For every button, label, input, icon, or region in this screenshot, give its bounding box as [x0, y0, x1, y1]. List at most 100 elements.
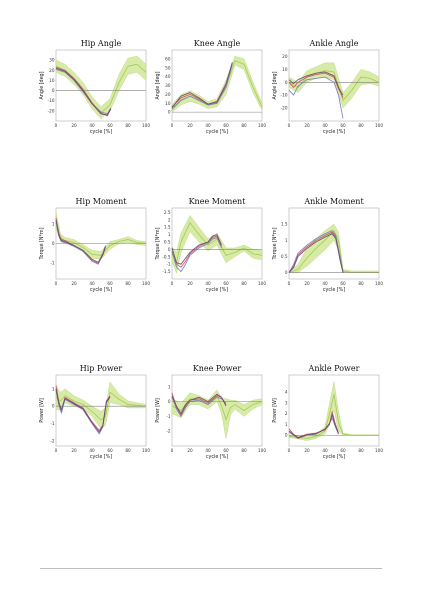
y-tick-label: 0 [285, 433, 288, 438]
x-tick-label: 0 [171, 448, 174, 453]
y-axis-label: Power [W] [155, 398, 161, 423]
y-tick-label: -10 [281, 93, 288, 98]
x-tick-label: 0 [288, 448, 291, 453]
y-tick-label: 0 [285, 80, 288, 85]
subject-series-line [288, 76, 344, 119]
y-tick-label: 2.5 [164, 210, 171, 215]
reference-band [55, 211, 147, 260]
ankle-moment-svg: Ankle Moment 0 20 40 60 80 100 0 0.5 1 1.5 cycle [%… [272, 197, 383, 293]
y-tick-label: 30 [49, 58, 55, 63]
reference-band [171, 389, 263, 439]
y-tick-label: -1 [166, 262, 171, 267]
x-tick-label: 20 [187, 123, 193, 128]
x-tick-label: 0 [288, 123, 291, 128]
ankle-power-svg: Ankle Power 0 20 40 60 80 100 0 1 2 3 4 cycle [%] Pow… [272, 364, 383, 460]
x-tick-label: 80 [125, 448, 131, 453]
y-tick-label: -20 [48, 108, 55, 113]
hip-angle-svg: Hip Angle 0 20 40 60 80 100 -20 -10 0 10 20 30 cycle … [39, 39, 150, 135]
y-tick-label: -20 [281, 106, 288, 111]
subject-series-line [288, 414, 339, 439]
y-tick-label: 1 [168, 232, 171, 237]
x-tick-label: 20 [71, 123, 77, 128]
x-axis-label: cycle [%] [323, 454, 345, 460]
y-axis-label: Angle [deg] [272, 71, 278, 99]
x-tick-label: 60 [107, 123, 113, 128]
x-tick-label: 60 [223, 448, 229, 453]
y-tick-label: 1 [52, 221, 55, 226]
y-tick-label: 0.5 [281, 254, 288, 259]
knee-moment-svg: Knee Moment 0 20 40 60 80 100 -1.5 -1 -0.5 0 0.5 1 1.… [155, 197, 266, 293]
subject-series-line [171, 235, 222, 268]
x-tick-label: 40 [205, 448, 211, 453]
subject-series-line [171, 237, 222, 273]
subject-series-line [171, 234, 222, 265]
reference-band [171, 215, 263, 274]
plot-frame [55, 374, 147, 447]
x-tick-label: 60 [223, 281, 229, 286]
y-tick-label: -1 [166, 414, 171, 419]
x-tick-label: 80 [125, 123, 131, 128]
x-tick-label: 100 [142, 123, 150, 128]
y-tick-label: 20 [49, 68, 55, 73]
x-tick-label: 0 [288, 281, 291, 286]
x-tick-label: 20 [304, 123, 310, 128]
x-axis-label: cycle [%] [90, 129, 112, 135]
plot-frame [288, 207, 380, 280]
y-tick-label: 1 [168, 384, 171, 389]
reference-mean-line [55, 391, 147, 421]
ankle-moment-chart: Ankle Moment 0 20 40 60 80 100 0 0.5 1 1.5 cycle [%… [271, 195, 383, 295]
reference-mean-line [171, 395, 263, 421]
subject-series-line [171, 62, 233, 108]
y-tick-label: -2 [166, 429, 171, 434]
plot-frame [171, 207, 263, 280]
y-tick-label: 4 [285, 390, 288, 395]
x-tick-label: 40 [322, 123, 328, 128]
y-tick-label: 40 [165, 74, 171, 79]
x-axis-label: cycle [%] [206, 287, 228, 293]
subject-series-line [288, 230, 344, 273]
knee-power-svg: Knee Power 0 20 40 60 80 100 -2 -1 0 1 cycle [%] Pow… [155, 364, 266, 460]
y-tick-label: -2 [50, 438, 55, 443]
y-tick-label: 50 [165, 65, 171, 70]
x-tick-label: 20 [71, 448, 77, 453]
y-tick-label: -1 [50, 421, 55, 426]
subject-series-line [55, 66, 112, 117]
x-tick-label: 60 [223, 123, 229, 128]
y-tick-label: 0 [52, 404, 55, 409]
chart-title: Ankle Angle [309, 39, 359, 48]
x-axis-label: cycle [%] [90, 287, 112, 293]
y-tick-label: -0.5 [162, 254, 171, 259]
y-tick-label: 0 [168, 110, 171, 115]
y-tick-label: 10 [165, 101, 171, 106]
x-tick-label: 60 [340, 281, 346, 286]
reference-band [288, 381, 380, 441]
y-axis-label: Torque [N*m] [272, 227, 278, 260]
x-tick-label: 40 [89, 448, 95, 453]
knee-power-chart: Knee Power 0 20 40 60 80 100 -2 -1 0 1 cycle [%] Pow… [154, 362, 266, 462]
x-tick-label: 80 [125, 281, 131, 286]
y-tick-label: 2 [168, 217, 171, 222]
page-footer-rule [40, 568, 382, 569]
x-tick-label: 0 [55, 123, 58, 128]
y-tick-label: 2 [285, 411, 288, 416]
x-tick-label: 40 [205, 281, 211, 286]
x-tick-label: 40 [322, 448, 328, 453]
x-axis-label: cycle [%] [206, 129, 228, 135]
x-tick-label: 20 [187, 448, 193, 453]
y-tick-label: 1 [285, 238, 288, 243]
subject-series-line [55, 67, 112, 116]
x-tick-label: 0 [171, 281, 174, 286]
chart-title: Knee Moment [189, 197, 247, 206]
x-tick-label: 60 [107, 281, 113, 286]
y-tick-label: 20 [282, 54, 288, 59]
y-tick-label: 1 [52, 386, 55, 391]
x-tick-label: 40 [322, 281, 328, 286]
y-tick-label: 0 [52, 88, 55, 93]
x-tick-label: 20 [304, 281, 310, 286]
reference-band [55, 381, 147, 429]
y-tick-label: 30 [165, 83, 171, 88]
x-tick-label: 100 [142, 448, 150, 453]
y-axis-label: Power [W] [272, 398, 278, 423]
reference-band [171, 55, 263, 113]
